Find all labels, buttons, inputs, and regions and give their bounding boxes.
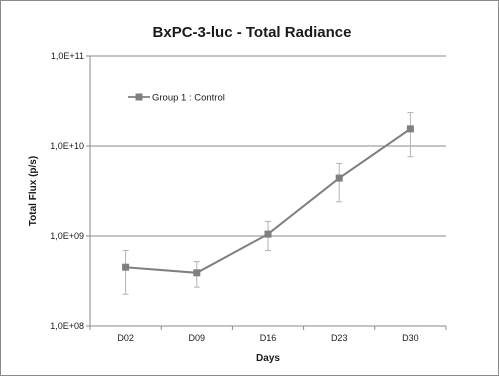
legend: Group 1 : Control <box>128 93 225 104</box>
x-axis-title: Days <box>256 353 280 364</box>
x-tick-labels: D02 D09 D16 D23 D30 <box>89 326 447 343</box>
legend-marker <box>135 93 143 101</box>
x-tick-label-0: D02 <box>117 333 134 343</box>
series-lines <box>125 128 411 274</box>
chart-title: BxPC-3-luc - Total Radiance <box>153 24 352 41</box>
data-point-d02 <box>122 263 130 271</box>
y-tick-label-3: 1,0E+11 <box>51 51 84 61</box>
data-point-d30 <box>406 125 414 133</box>
x-tick-label-1: D09 <box>189 333 206 343</box>
y-tick-labels: 1,0E+08 1,0E+09 1,0E+10 1,0E+11 <box>50 51 90 331</box>
data-point-d23 <box>335 174 343 182</box>
legend-label: Group 1 : Control <box>152 93 225 104</box>
error-bars <box>122 112 414 295</box>
data-point-d16 <box>264 230 272 238</box>
x-tick-label-4: D30 <box>402 333 419 343</box>
axes <box>89 56 446 327</box>
y-tick-label-2: 1,0E+10 <box>50 141 84 151</box>
series-line-0 <box>125 128 411 274</box>
gridlines <box>90 55 446 237</box>
data-point-d09 <box>193 269 201 277</box>
y-axis-title: Total Flux (p/s) <box>28 156 39 226</box>
x-tick-label-2: D16 <box>260 333 277 343</box>
data-points <box>122 125 414 277</box>
x-tick-label-3: D23 <box>331 333 348 343</box>
y-tick-label-0: 1,0E+08 <box>50 321 84 331</box>
y-tick-label-1: 1,0E+09 <box>50 231 84 241</box>
